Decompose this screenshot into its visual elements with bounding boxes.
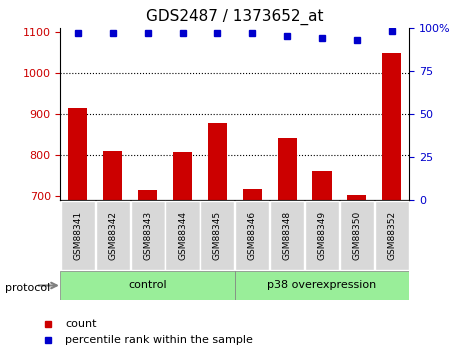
Bar (138, 190, 157, 200)
Text: GSM88348: GSM88348 (283, 211, 292, 260)
Bar (173, 152, 192, 200)
Text: GSM88343: GSM88343 (143, 211, 152, 260)
Bar (340, 201, 374, 270)
Bar (208, 123, 227, 200)
Bar (270, 201, 304, 270)
Bar (96, 201, 130, 270)
Bar (68, 108, 87, 200)
Text: GSM88344: GSM88344 (178, 211, 187, 260)
Text: GSM88342: GSM88342 (108, 211, 117, 260)
Bar (235, 271, 409, 300)
Text: GSM88349: GSM88349 (318, 211, 326, 260)
Text: count: count (65, 319, 97, 329)
Bar (347, 195, 366, 200)
Bar (243, 189, 262, 200)
Bar (166, 201, 199, 270)
Bar (131, 201, 165, 270)
Bar (312, 170, 332, 200)
Text: GSM88345: GSM88345 (213, 211, 222, 260)
Bar (60, 271, 235, 300)
Text: control: control (128, 280, 167, 290)
Text: GSM88346: GSM88346 (248, 211, 257, 260)
Text: percentile rank within the sample: percentile rank within the sample (65, 335, 253, 345)
Bar (61, 201, 95, 270)
Text: p38 overexpression: p38 overexpression (267, 280, 377, 290)
Text: GSM88352: GSM88352 (387, 211, 396, 260)
Text: protocol: protocol (5, 283, 50, 293)
Bar (235, 201, 269, 270)
Bar (200, 201, 234, 270)
Bar (278, 138, 297, 200)
Title: GDS2487 / 1373652_at: GDS2487 / 1373652_at (146, 9, 324, 25)
Bar (305, 201, 339, 270)
Text: GSM88350: GSM88350 (352, 211, 361, 260)
Bar (382, 53, 401, 200)
Bar (375, 201, 409, 270)
Bar (103, 151, 122, 200)
Text: GSM88341: GSM88341 (73, 211, 82, 260)
